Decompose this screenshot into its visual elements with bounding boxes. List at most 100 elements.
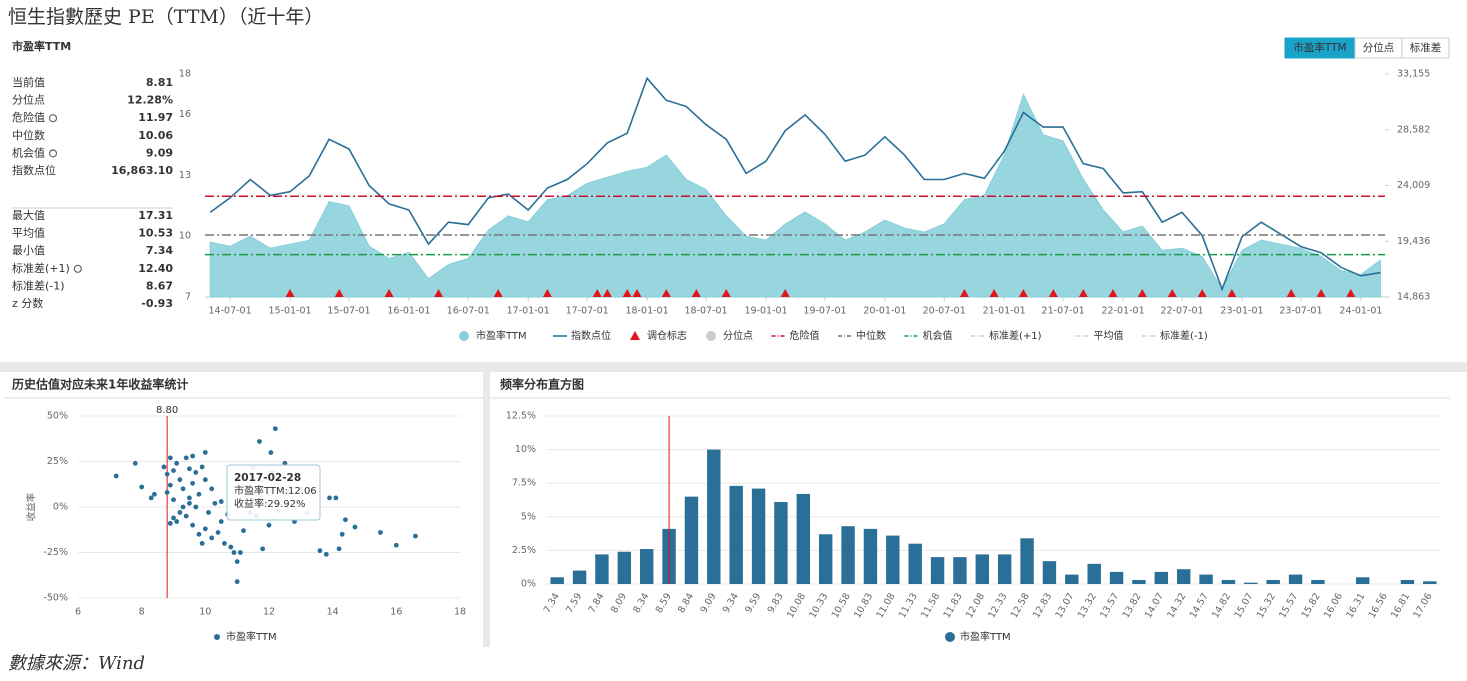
point [167,455,173,461]
point [333,495,339,501]
point [167,520,173,526]
bar [729,485,743,584]
rebalance-marker [1137,289,1147,297]
legend-label[interactable]: 市盈率TTM [960,630,1011,643]
x-tick-label: 8.59 [654,591,674,615]
bar [1087,563,1101,584]
stat-label: 分位点 [12,93,45,107]
y-tick-label: 18 [179,69,191,80]
gear-icon[interactable] [48,149,58,158]
legend-label[interactable]: 调仓标志 [647,329,687,342]
x-tick-label: 14.57 [1188,591,1211,620]
legend-label[interactable]: 中位数 [856,329,886,342]
x-tick-label: 17-07-01 [566,306,609,317]
stat-value: -0.93 [141,297,173,310]
bar [1132,579,1146,584]
x-tick-label: 7.84 [587,591,607,615]
gear-icon[interactable] [48,114,58,123]
bar [639,549,654,584]
bar [1311,579,1325,584]
pe-area [209,92,1381,298]
x-tick-label: 16.06 [1322,591,1345,620]
legend-icon[interactable] [630,331,640,340]
point [152,491,157,497]
rebalance-marker [632,289,642,297]
x-tick-label: 14-07-01 [209,306,252,317]
point [171,515,176,521]
x-tick-label: 24-01-01 [1339,306,1382,317]
rebalance-marker [1018,289,1028,297]
x-tick-label: 15.82 [1300,591,1323,620]
x-tick-label: 15-07-01 [327,306,370,317]
point [161,464,167,470]
x-tick-label: 6 [75,607,81,618]
point [317,548,323,554]
x-tick-label: 13.82 [1121,591,1144,620]
y2-tick-label: 28,582 [1397,124,1430,135]
tab[interactable] [1401,37,1450,59]
legend-label[interactable]: 危险值 [790,329,820,342]
x-tick-label: 10 [199,607,211,618]
bar [1020,538,1034,584]
tab-label[interactable]: 市盈率TTM [1293,41,1346,54]
bar [1154,571,1169,584]
rebalance-marker [285,289,295,297]
point [187,500,192,506]
point [199,464,205,470]
bar [818,534,833,584]
point [199,541,205,546]
point [202,526,208,532]
stat-value: 16,863.10 [111,164,173,177]
point [218,499,224,504]
legend-label[interactable]: 指数点位 [571,329,611,342]
legend-icon[interactable] [706,331,716,341]
tooltip-return-label: 收益率: [234,497,267,510]
gear-icon[interactable] [73,264,82,273]
x-tick-label: 12 [263,607,275,618]
legend-label[interactable]: 分位点 [723,329,753,342]
point [218,519,224,524]
legend-label[interactable]: 标准差(-1) [1160,329,1208,342]
bar [1176,569,1191,584]
legend-label[interactable]: 市盈率TTM [226,630,277,643]
y-tick-label: -50% [43,593,68,604]
tab-label[interactable]: 标准差 [1410,41,1442,54]
bar [953,557,967,584]
x-tick-label: 13.57 [1098,591,1121,620]
legend-label[interactable]: 市盈率TTM [476,329,527,342]
point [237,550,243,555]
x-tick-label: 12.33 [986,591,1009,620]
y2-tick-label: 33,155 [1397,69,1430,80]
point [190,522,196,528]
rebalance-marker [1108,289,1118,297]
legend-icon[interactable] [214,634,220,640]
y-tick-label: 10 [179,231,191,242]
bar [774,502,788,584]
bar [1109,571,1124,584]
legend-icon[interactable] [459,331,469,341]
legend-label[interactable]: 标准差(+1) [989,329,1042,342]
legend-label[interactable]: 平均值 [1094,329,1124,342]
x-tick-label: 19-01-01 [744,306,787,317]
legend-label[interactable]: 机会值 [923,329,953,342]
x-tick-label: 21-01-01 [983,306,1026,317]
x-tick-label: 10.83 [852,591,875,620]
x-tick-label: 15-01-01 [268,306,311,317]
legend-icon[interactable] [945,632,955,642]
point [260,546,266,552]
stat-value: 8.67 [146,279,173,292]
x-tick-label: 16 [390,607,402,618]
point [327,495,332,501]
rebalance-marker [1197,289,1207,297]
rebalance-marker [493,289,503,297]
y-tick-label: 7 [185,292,191,303]
x-tick-label: 11.08 [874,591,897,620]
y2-tick-label: 19,436 [1397,236,1430,247]
y-tick-label: 7.5% [512,478,536,489]
stat-value: 7.34 [146,244,173,257]
x-tick-label: 19-07-01 [803,306,846,317]
bar [1042,561,1057,584]
tab-label[interactable]: 分位点 [1363,41,1395,54]
scatter-title: 历史估值对应未来1年收益率统计 [12,377,188,392]
rebalance-marker [592,289,602,297]
